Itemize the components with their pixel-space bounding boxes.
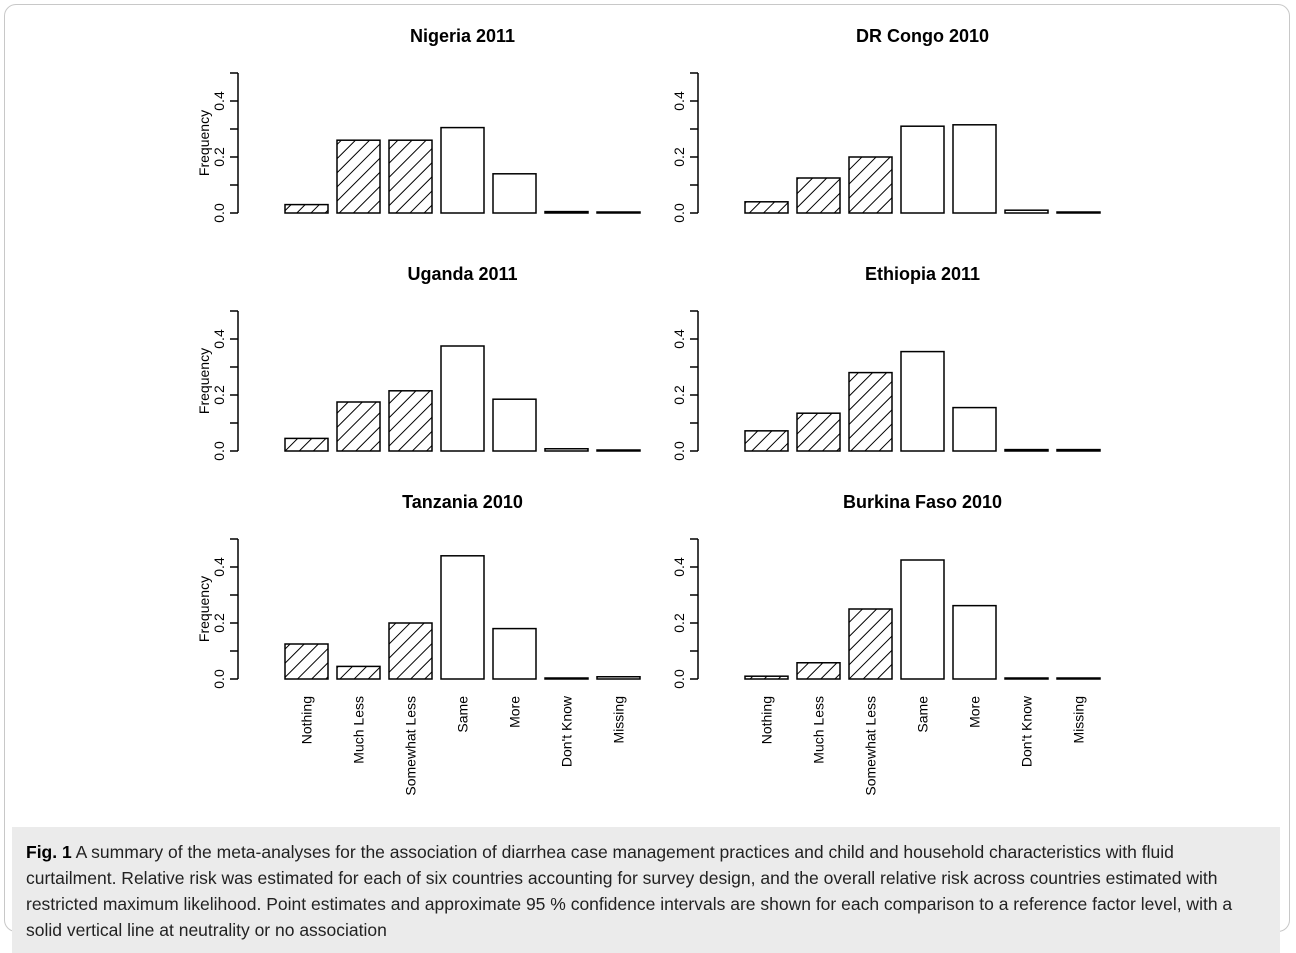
bar-uganda-2011-6 (596, 449, 641, 452)
figure-caption: Fig. 1 A summary of the meta-analyses fo… (12, 827, 1280, 953)
bar-tanzania-2010-6 (596, 676, 641, 680)
category-label-tanzania-2010: Somewhat Less (403, 696, 419, 796)
bar-ethiopia-2011-3 (900, 350, 945, 452)
bar-tanzania-2010-4 (492, 627, 537, 680)
bar-nigeria-2011-3 (440, 126, 485, 214)
bar-dr-congo-2010-6 (1056, 211, 1101, 214)
category-label-tanzania-2010: More (507, 696, 523, 728)
bar-ethiopia-2011-6 (1056, 448, 1101, 452)
category-label-burkina-faso-2010: Missing (1071, 696, 1087, 743)
bar-tanzania-2010-2 (388, 622, 433, 680)
category-label-tanzania-2010: Missing (611, 696, 627, 743)
bar-burkina-faso-2010-4 (952, 604, 997, 680)
bar-nigeria-2011-5 (544, 210, 589, 214)
bar-uganda-2011-4 (492, 398, 537, 452)
y-tick-label-uganda-2011: 0.4 (211, 329, 227, 349)
bar-nigeria-2011-0 (284, 203, 329, 214)
category-label-tanzania-2010: Don't Know (559, 695, 575, 767)
bar-uganda-2011-5 (544, 448, 589, 452)
bar-tanzania-2010-1 (336, 665, 381, 680)
bar-burkina-faso-2010-3 (900, 559, 945, 680)
bar-burkina-faso-2010-5 (1004, 677, 1049, 680)
y-axis-label-uganda-2011: Frequency (196, 348, 212, 414)
category-label-tanzania-2010: Same (455, 696, 471, 733)
category-label-burkina-faso-2010: Same (915, 696, 931, 733)
bar-tanzania-2010-0 (284, 643, 329, 680)
bar-burkina-faso-2010-0 (744, 675, 789, 680)
bar-dr-congo-2010-5 (1004, 209, 1049, 214)
bar-ethiopia-2011-1 (796, 412, 841, 452)
bar-uganda-2011-3 (440, 345, 485, 452)
caption-label: Fig. 1 (26, 842, 72, 862)
bar-ethiopia-2011-5 (1004, 448, 1049, 452)
bar-burkina-faso-2010-2 (848, 608, 893, 680)
bar-dr-congo-2010-0 (744, 201, 789, 214)
caption-text: A summary of the meta-analyses for the a… (26, 842, 1233, 940)
y-tick-label-ethiopia-2011: 0.2 (671, 385, 687, 405)
y-tick-label-uganda-2011: 0.2 (211, 385, 227, 405)
y-tick-label-burkina-faso-2010: 0.4 (671, 557, 687, 577)
panel-title-burkina-faso-2010: Burkina Faso 2010 (843, 492, 1002, 512)
bar-ethiopia-2011-4 (952, 406, 997, 452)
y-tick-label-ethiopia-2011: 0.0 (671, 441, 687, 461)
y-tick-label-nigeria-2011: 0.2 (211, 147, 227, 167)
y-tick-label-tanzania-2010: 0.0 (211, 669, 227, 689)
bar-nigeria-2011-4 (492, 173, 537, 214)
category-label-burkina-faso-2010: More (967, 696, 983, 728)
y-tick-label-dr-congo-2010: 0.2 (671, 147, 687, 167)
y-tick-label-ethiopia-2011: 0.4 (671, 329, 687, 349)
bar-tanzania-2010-3 (440, 555, 485, 680)
bar-burkina-faso-2010-1 (796, 662, 841, 680)
y-tick-label-burkina-faso-2010: 0.0 (671, 669, 687, 689)
bar-nigeria-2011-6 (596, 211, 641, 214)
category-label-burkina-faso-2010: Don't Know (1019, 695, 1035, 767)
bar-ethiopia-2011-2 (848, 371, 893, 452)
bar-uganda-2011-2 (388, 390, 433, 452)
bar-nigeria-2011-2 (388, 139, 433, 214)
y-tick-label-dr-congo-2010: 0.0 (671, 203, 687, 223)
bar-uganda-2011-1 (336, 401, 381, 452)
panel-title-nigeria-2011: Nigeria 2011 (410, 26, 515, 46)
category-label-burkina-faso-2010: Much Less (811, 696, 827, 764)
panel-title-uganda-2011: Uganda 2011 (407, 264, 517, 284)
y-tick-label-tanzania-2010: 0.4 (211, 557, 227, 577)
y-axis-label-nigeria-2011: Frequency (196, 110, 212, 176)
y-tick-label-dr-congo-2010: 0.4 (671, 91, 687, 111)
panel-title-dr-congo-2010: DR Congo 2010 (856, 26, 989, 46)
category-label-tanzania-2010: Nothing (299, 696, 315, 744)
y-tick-label-nigeria-2011: 0.0 (211, 203, 227, 223)
bar-dr-congo-2010-1 (796, 177, 841, 214)
category-label-burkina-faso-2010: Somewhat Less (863, 696, 879, 796)
bar-dr-congo-2010-3 (900, 125, 945, 214)
panel-title-ethiopia-2011: Ethiopia 2011 (865, 264, 980, 284)
bar-tanzania-2010-5 (544, 677, 589, 680)
category-label-tanzania-2010: Much Less (351, 696, 367, 764)
bar-ethiopia-2011-0 (744, 430, 789, 452)
bar-uganda-2011-0 (284, 437, 329, 452)
y-axis-label-tanzania-2010: Frequency (196, 576, 212, 642)
y-tick-label-nigeria-2011: 0.4 (211, 91, 227, 111)
y-tick-label-uganda-2011: 0.0 (211, 441, 227, 461)
y-tick-label-burkina-faso-2010: 0.2 (671, 613, 687, 633)
panel-title-tanzania-2010: Tanzania 2010 (402, 492, 523, 512)
bar-dr-congo-2010-2 (848, 156, 893, 214)
bar-burkina-faso-2010-6 (1056, 677, 1101, 680)
bar-dr-congo-2010-4 (952, 124, 997, 214)
y-tick-label-tanzania-2010: 0.2 (211, 613, 227, 633)
bar-nigeria-2011-1 (336, 139, 381, 214)
category-label-burkina-faso-2010: Nothing (759, 696, 775, 744)
